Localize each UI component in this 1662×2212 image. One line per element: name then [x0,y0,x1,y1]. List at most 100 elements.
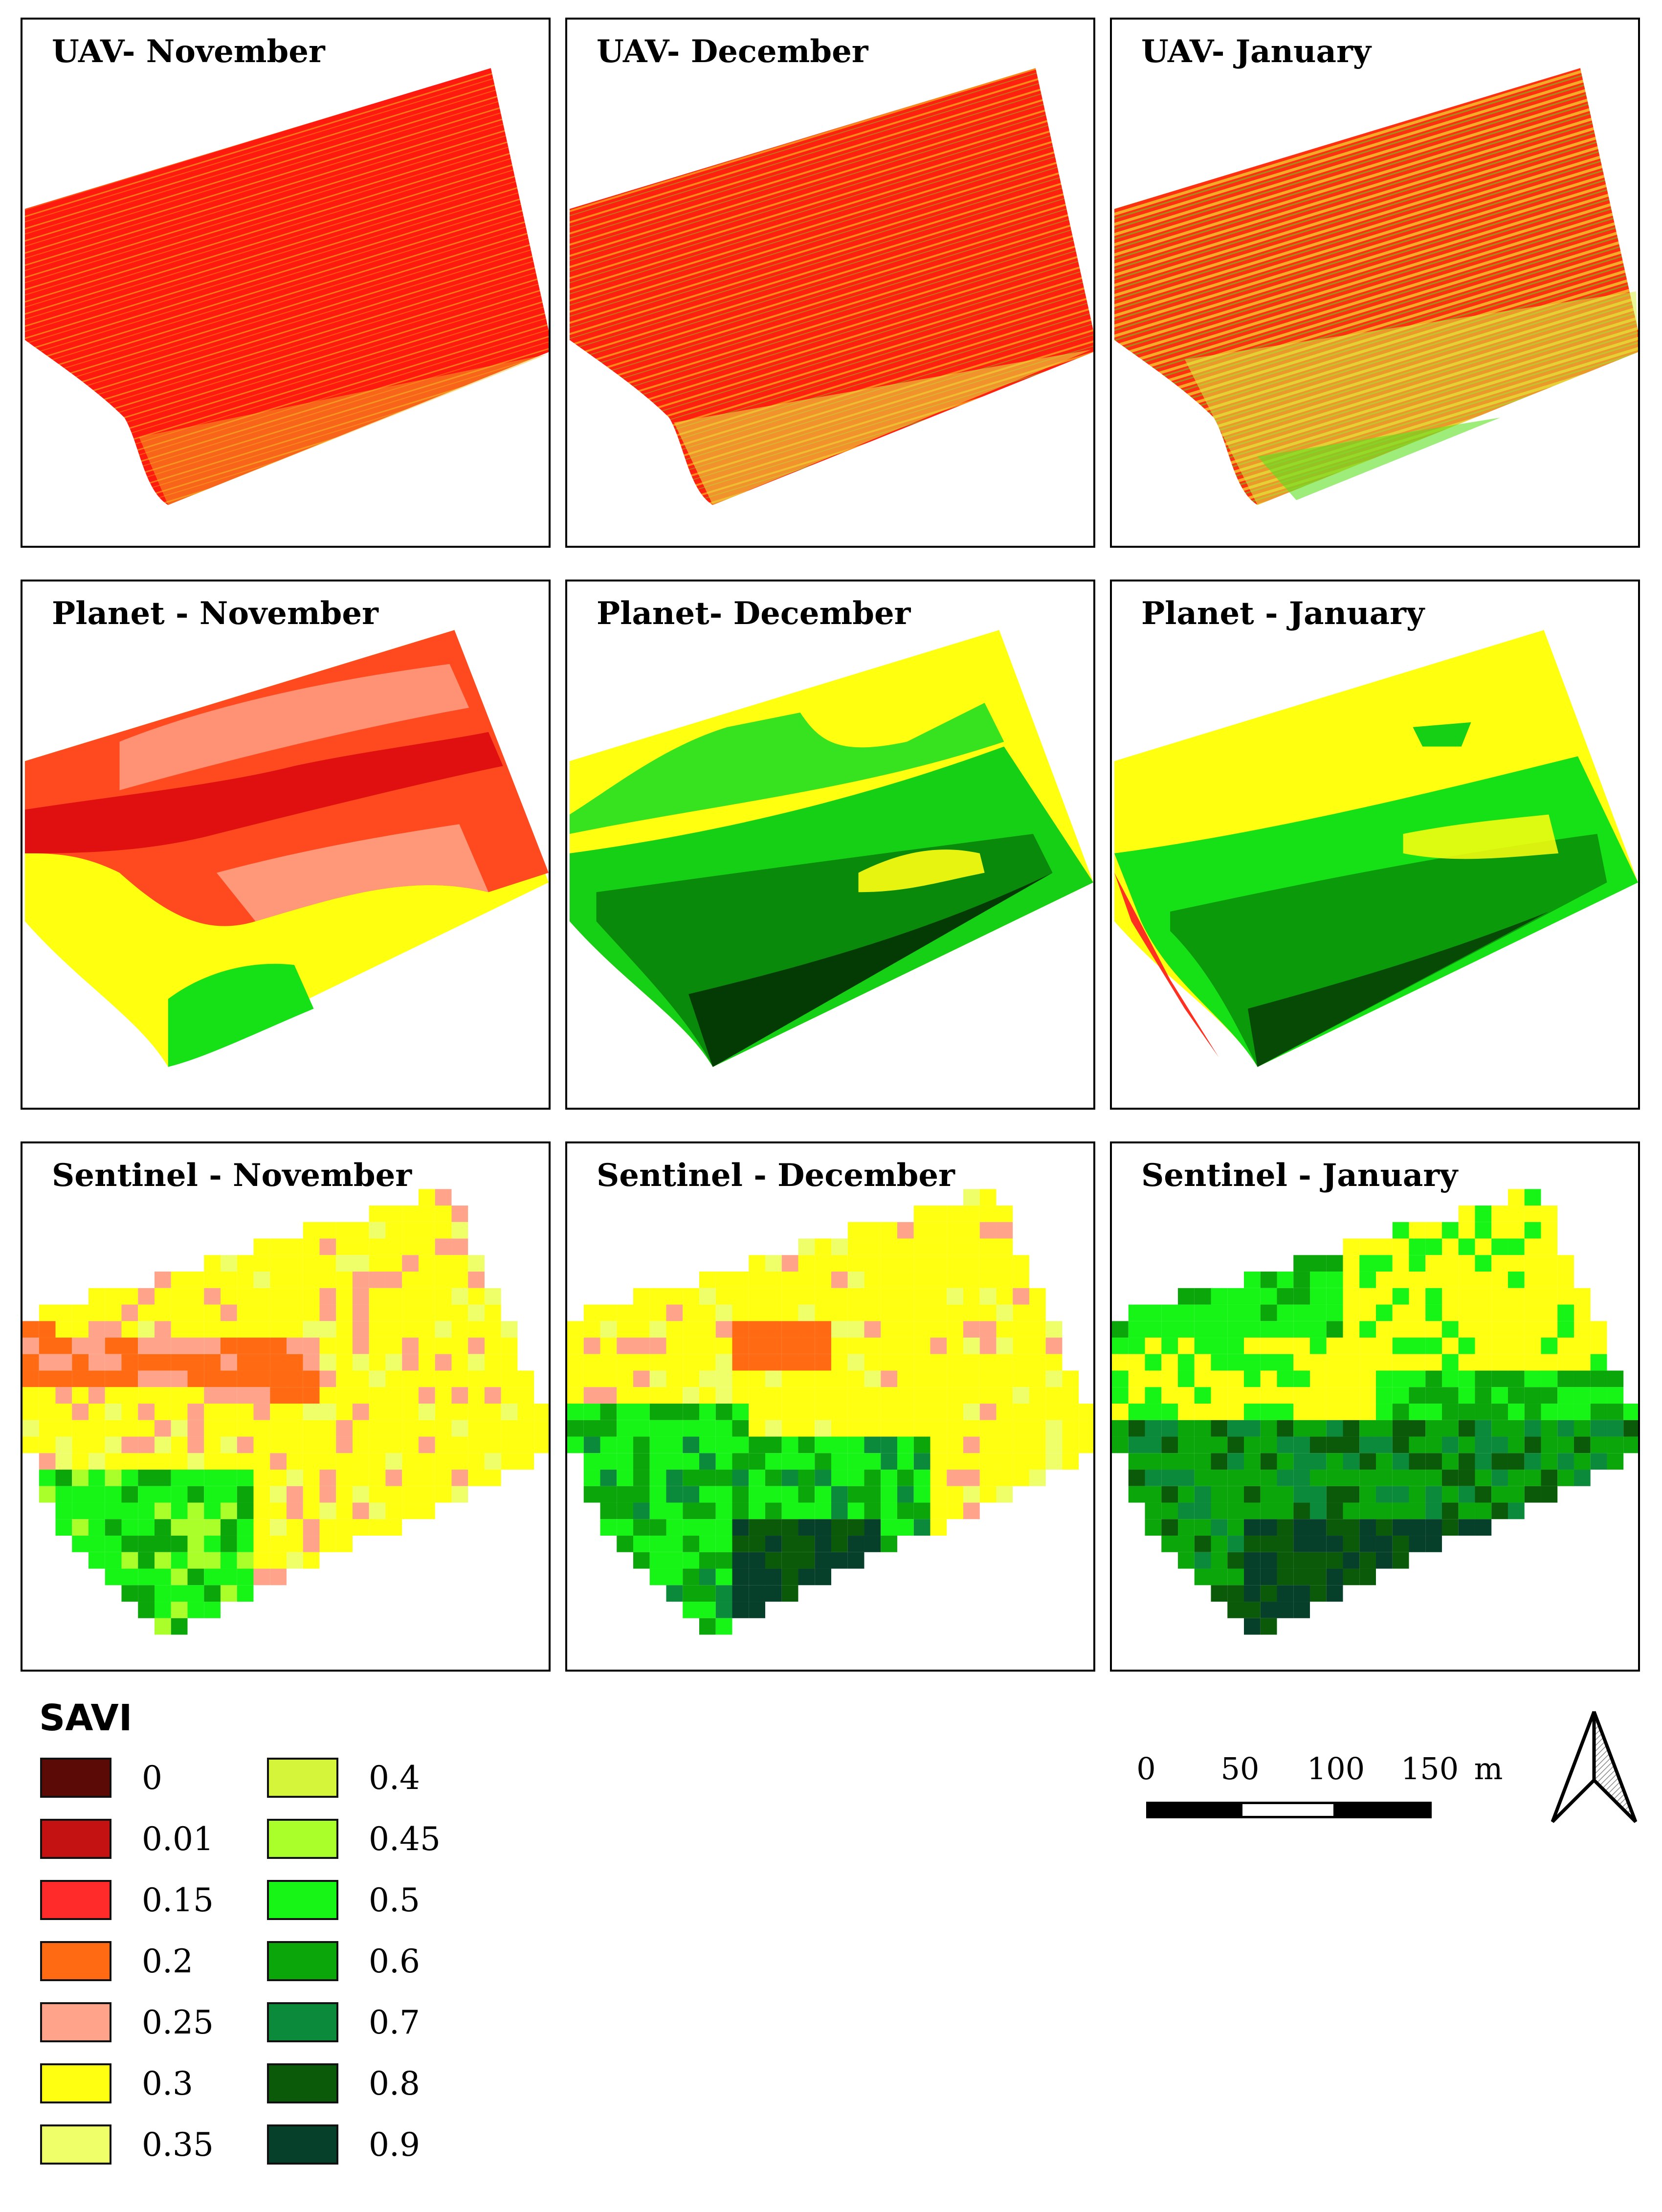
raster-pixel [402,1255,419,1272]
raster-pixel [583,1338,600,1354]
raster-pixel [72,1453,89,1470]
raster-pixel [1441,1338,1459,1354]
raster-pixel [1425,1338,1442,1354]
raster-pixel [369,1255,386,1272]
raster-pixel [138,1370,155,1387]
raster-pixel [864,1519,881,1536]
raster-pixel [1458,1304,1475,1321]
raster-pixel [583,1354,600,1371]
raster-pixel [418,1420,435,1437]
raster-pixel [55,1436,72,1453]
legend-swatch [40,1941,111,1981]
raster-pixel [1557,1304,1574,1321]
raster-pixel [1177,1321,1195,1338]
raster-pixel [715,1404,732,1420]
raster-pixel [715,1502,732,1519]
raster-pixel [237,1272,254,1288]
raster-pixel [1145,1387,1162,1404]
raster-pixel [1375,1420,1393,1437]
raster-pixel [1260,1404,1277,1420]
raster-pixel [253,1272,270,1288]
raster-pixel [1309,1568,1327,1586]
raster-pixel [253,1370,270,1387]
raster-pixel [749,1404,765,1420]
raster-pixel [1161,1338,1178,1354]
legend-label: 0.5 [369,1881,420,1919]
raster-pixel [633,1453,650,1470]
raster-pixel [831,1420,848,1437]
raster-pixel [1441,1238,1459,1255]
raster-pixel [72,1404,89,1420]
raster-pixel [369,1486,386,1503]
raster-pixel [1277,1436,1294,1453]
raster-pixel [1392,1536,1409,1552]
raster-pixel [1425,1321,1442,1338]
raster-pixel [1458,1486,1475,1503]
raster-pixel [699,1502,716,1519]
legend-label: 0.7 [369,2003,420,2041]
raster-pixel [930,1387,947,1404]
raster-pixel [286,1304,303,1321]
raster-pixel [947,1338,963,1354]
raster-pixel [1573,1354,1591,1371]
raster-pixel [765,1552,782,1569]
raster-pixel [947,1288,963,1305]
raster-pixel [798,1568,815,1586]
raster-pixel [369,1519,386,1536]
raster-pixel [402,1321,419,1338]
raster-pixel [385,1387,402,1404]
raster-pixel [484,1420,501,1437]
raster-pixel [319,1486,336,1503]
raster-pixel [1194,1519,1211,1536]
raster-pixel [683,1436,699,1453]
raster-pixel [781,1502,798,1519]
raster-pixel [1194,1420,1211,1437]
raster-pixel [815,1255,831,1272]
raster-pixel [319,1370,336,1387]
raster-pixel [121,1552,138,1569]
raster-pixel [1194,1436,1211,1453]
raster-pixel [1524,1338,1541,1354]
raster-pixel [319,1321,336,1338]
raster-pixel [781,1420,798,1437]
raster-pixel [897,1255,914,1272]
raster-pixel [418,1272,435,1288]
raster-pixel [963,1222,980,1239]
raster-pixel [600,1502,617,1519]
raster-pixel [683,1568,699,1586]
raster-pixel [1194,1502,1211,1519]
raster-pixel [253,1387,270,1404]
raster-pixel [1392,1272,1409,1288]
raster-pixel [1541,1436,1558,1453]
raster-pixel [963,1420,980,1437]
raster-pixel [1260,1552,1277,1569]
raster-pixel [617,1420,633,1437]
raster-pixel [1524,1420,1541,1437]
raster-pixel [88,1453,105,1470]
raster-pixel [501,1436,518,1453]
legend-item: 0.01 [40,1818,214,1860]
raster-pixel [1425,1387,1442,1404]
raster-pixel [1343,1502,1360,1519]
raster-pixel [1260,1585,1277,1602]
raster-pixel [385,1420,402,1437]
raster-pixel [484,1354,501,1371]
raster-pixel [749,1585,765,1602]
raster-pixel [1045,1404,1063,1420]
raster-pixel [600,1436,617,1453]
raster-pixel [617,1304,633,1321]
map-panel-sentinel-january: Sentinel - January [1110,1141,1640,1672]
raster-pixel [418,1338,435,1354]
raster-pixel [715,1453,732,1470]
raster-pixel [385,1222,402,1239]
panel-title: Sentinel - December [597,1157,955,1194]
raster-pixel [715,1338,732,1354]
raster-pixel [1375,1404,1393,1420]
raster-pixel [319,1387,336,1404]
raster-pixel [451,1486,468,1503]
raster-pixel [1441,1222,1459,1239]
raster-pixel [1177,1436,1195,1453]
raster-pixel [1309,1470,1327,1486]
raster-pixel [963,1502,980,1519]
raster-pixel [187,1486,204,1503]
